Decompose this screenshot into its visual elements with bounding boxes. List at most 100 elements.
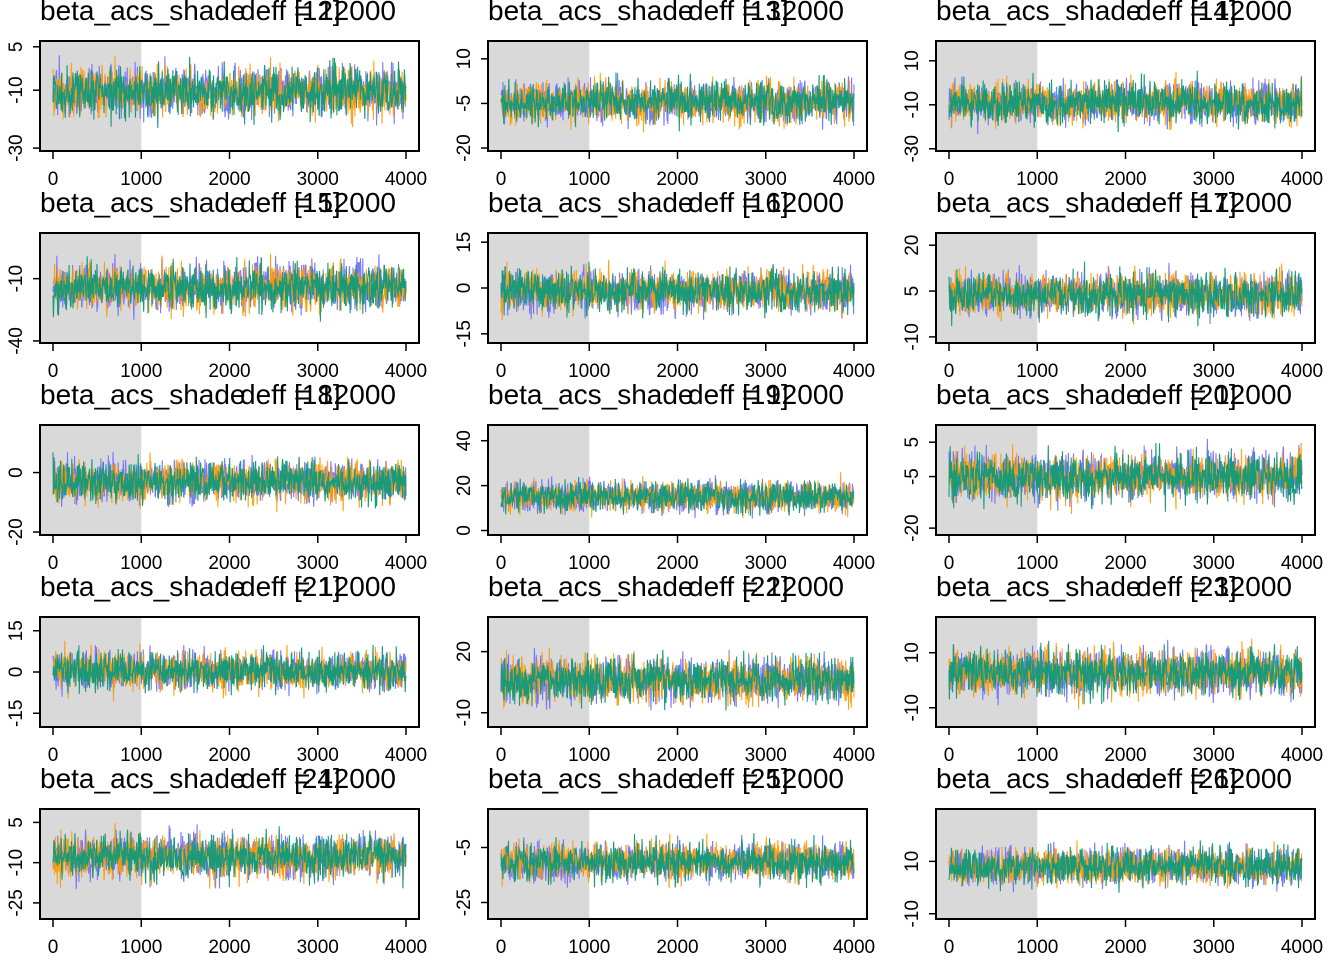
x-tick-label: 0 bbox=[48, 745, 59, 766]
x-tick-label: 0 bbox=[944, 361, 955, 382]
x-tick-label: 0 bbox=[48, 169, 59, 190]
trace-plot-svg: 0 1000 2000 3000 4000 -25 -10 5 bbox=[6, 808, 427, 958]
x-tick-label: 1000 bbox=[568, 745, 610, 766]
x-tick-label: 4000 bbox=[1281, 745, 1323, 766]
x-tick-label: 1000 bbox=[120, 553, 162, 574]
x-tick-label: 0 bbox=[48, 937, 59, 958]
chain-3-trace bbox=[52, 644, 407, 696]
title-deff-label: deff = 12000 bbox=[240, 0, 396, 26]
trace-panel: 0 1000 2000 3000 4000 0 20 40 beta_acs_shade deff… bbox=[448, 381, 896, 576]
title-param-index: [15] bbox=[294, 187, 341, 218]
panel-title: beta_acs_shade deff = 12000 [15] bbox=[40, 187, 396, 218]
title-param-name: beta_acs_shade bbox=[40, 571, 246, 602]
x-tick-label: 2000 bbox=[1104, 937, 1146, 958]
x-tick-label: 2000 bbox=[656, 361, 698, 382]
title-deff-label: deff = 12000 bbox=[1136, 763, 1292, 794]
x-tick-label: 3000 bbox=[745, 745, 787, 766]
y-tick-label: -20 bbox=[6, 518, 27, 545]
title-param-name: beta_acs_shade bbox=[488, 763, 694, 794]
trace-plot-svg: 0 1000 2000 3000 4000 -25 -5 bbox=[454, 808, 875, 958]
title-deff-label: deff = 12000 bbox=[688, 763, 844, 794]
trace-plot-svg: 0 1000 2000 3000 4000 -10 5 20 bbox=[902, 232, 1323, 382]
title-deff-label: deff = 12000 bbox=[1136, 379, 1292, 410]
trace-plot-svg: 0 1000 2000 3000 4000 -10 10 bbox=[902, 808, 1323, 958]
x-tick-label: 3000 bbox=[297, 553, 339, 574]
y-tick-label: 0 bbox=[6, 667, 27, 678]
title-param-name: beta_acs_shade bbox=[40, 763, 246, 794]
title-deff-label: deff = 12000 bbox=[688, 0, 844, 26]
y-tick-label: -15 bbox=[6, 700, 27, 727]
x-tick-label: 3000 bbox=[1193, 361, 1235, 382]
x-tick-label: 2000 bbox=[208, 169, 250, 190]
chain-3-trace bbox=[500, 261, 855, 319]
y-tick-label: 20 bbox=[902, 235, 923, 256]
title-deff-label: deff = 12000 bbox=[240, 379, 396, 410]
chain-3-trace bbox=[52, 452, 407, 509]
title-deff-label: deff = 12000 bbox=[688, 571, 844, 602]
y-tick-label: -10 bbox=[902, 91, 923, 118]
title-param-index: [17] bbox=[1190, 187, 1237, 218]
y-tick-label: 0 bbox=[454, 283, 475, 294]
title-deff-label: deff = 12000 bbox=[688, 187, 844, 218]
y-tick-label: -10 bbox=[6, 265, 27, 292]
trace-panel: 0 1000 2000 3000 4000 -20 -5 10 beta_acs_shade de… bbox=[448, 0, 896, 192]
x-tick-label: 4000 bbox=[833, 745, 875, 766]
title-param-name: beta_acs_shade bbox=[936, 379, 1142, 410]
chain-3-trace bbox=[52, 256, 407, 322]
x-tick-label: 0 bbox=[496, 361, 507, 382]
x-tick-label: 0 bbox=[944, 169, 955, 190]
trace-plot-svg: 0 1000 2000 3000 4000 -40 -10 bbox=[6, 232, 427, 382]
x-tick-label: 1000 bbox=[568, 169, 610, 190]
title-param-name: beta_acs_shade bbox=[40, 187, 246, 218]
x-tick-label: 0 bbox=[496, 745, 507, 766]
trace-panel: 0 1000 2000 3000 4000 -40 -10 beta_acs_shade def… bbox=[0, 187, 448, 384]
x-tick-label: 0 bbox=[48, 553, 59, 574]
x-tick-label: 2000 bbox=[1104, 169, 1146, 190]
y-tick-label: 40 bbox=[454, 430, 475, 451]
title-param-index: [16] bbox=[742, 187, 789, 218]
y-tick-label: 0 bbox=[6, 467, 27, 478]
title-param-index: [18] bbox=[294, 379, 341, 410]
panel-title: beta_acs_shade deff = 12000 [20] bbox=[936, 379, 1292, 410]
x-tick-label: 0 bbox=[944, 745, 955, 766]
x-tick-label: 4000 bbox=[385, 745, 427, 766]
panel-title: beta_acs_shade deff = 12000 [19] bbox=[488, 381, 844, 409]
x-tick-label: 2000 bbox=[208, 361, 250, 382]
trace-panel: 0 1000 2000 3000 4000 -15 0 15 beta_acs_shade def… bbox=[0, 573, 448, 768]
y-tick-label: 10 bbox=[902, 50, 923, 71]
x-tick-label: 2000 bbox=[1104, 361, 1146, 382]
y-tick-label: 10 bbox=[902, 642, 923, 663]
y-tick-label: -20 bbox=[902, 514, 923, 541]
panel-title: beta_acs_shade deff = 12000 [24] bbox=[40, 763, 396, 794]
x-tick-label: 1000 bbox=[568, 553, 610, 574]
trace-panel: 0 1000 2000 3000 4000 -20 0 beta_acs_shade deff … bbox=[0, 379, 448, 576]
title-param-index: [14] bbox=[1190, 0, 1237, 26]
title-param-index: [13] bbox=[742, 0, 789, 26]
trace-plot-svg: 0 1000 2000 3000 4000 -20 -5 5 bbox=[902, 424, 1323, 574]
title-deff-label: deff = 12000 bbox=[240, 763, 396, 794]
x-tick-label: 3000 bbox=[745, 553, 787, 574]
x-tick-label: 4000 bbox=[833, 553, 875, 574]
y-tick-label: -20 bbox=[454, 134, 475, 161]
chain-3-trace bbox=[500, 649, 855, 711]
title-param-name: beta_acs_shade bbox=[40, 0, 246, 26]
x-tick-label: 4000 bbox=[1281, 553, 1323, 574]
chain-3-trace bbox=[948, 640, 1303, 705]
trace-plot-svg: 0 1000 2000 3000 4000 -30 -10 10 bbox=[902, 40, 1323, 190]
x-tick-label: 3000 bbox=[1193, 169, 1235, 190]
trace-panel: 0 1000 2000 3000 4000 -25 -5 beta_acs_shade deff… bbox=[448, 763, 896, 960]
title-param-index: [25] bbox=[742, 763, 789, 794]
title-param-name: beta_acs_shade bbox=[40, 379, 246, 410]
y-tick-label: 20 bbox=[454, 475, 475, 496]
y-tick-label: -15 bbox=[454, 320, 475, 347]
x-tick-label: 3000 bbox=[745, 937, 787, 958]
trace-panel: 0 1000 2000 3000 4000 -10 5 20 beta_acs_shade def… bbox=[896, 187, 1344, 384]
chain-3-trace bbox=[500, 833, 855, 889]
trace-plot-svg: 0 1000 2000 3000 4000 0 20 40 bbox=[454, 424, 875, 574]
x-tick-label: 1000 bbox=[120, 745, 162, 766]
title-param-index: [20] bbox=[1190, 379, 1237, 410]
trace-plot-svg: 0 1000 2000 3000 4000 -10 10 bbox=[902, 616, 1323, 766]
title-deff-label: deff = 12000 bbox=[1136, 571, 1292, 602]
x-tick-label: 1000 bbox=[120, 361, 162, 382]
x-tick-label: 3000 bbox=[297, 169, 339, 190]
